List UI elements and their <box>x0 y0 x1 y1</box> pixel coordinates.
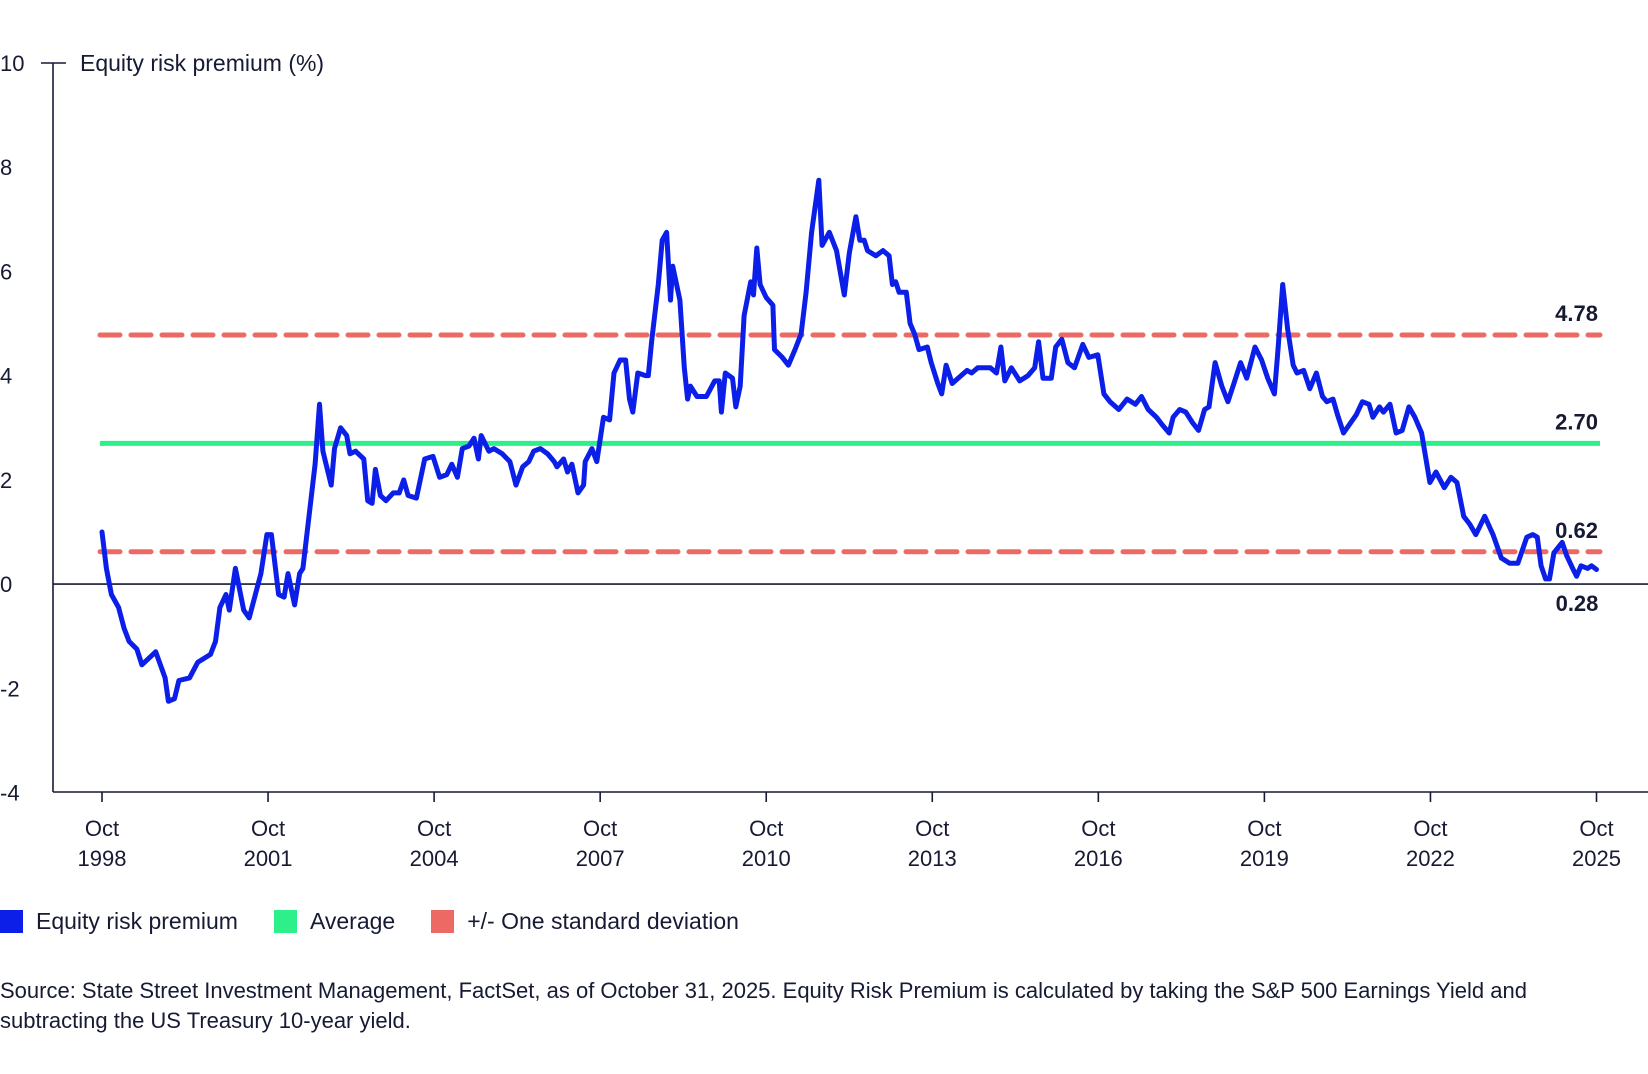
x-tick-label-month: Oct <box>85 816 119 841</box>
x-tick-label-year: 2025 <box>1572 846 1621 871</box>
x-tick-label-year: 2010 <box>742 846 791 871</box>
reference-line-label: 2.70 <box>1555 409 1598 434</box>
legend-item-average: Average <box>273 908 396 935</box>
y-tick-label: 10 <box>0 51 24 76</box>
legend-label: Equity risk premium <box>36 908 238 934</box>
x-tick-label-month: Oct <box>417 816 451 841</box>
x-tick-label-month: Oct <box>915 816 949 841</box>
x-tick-label-month: Oct <box>1413 816 1447 841</box>
y-tick-label: 8 <box>0 155 12 180</box>
legend-label: +/- One standard deviation <box>467 908 739 934</box>
x-tick-label-year: 2019 <box>1240 846 1289 871</box>
last-value-label: 0.28 <box>1556 591 1599 616</box>
x-tick-label-month: Oct <box>1081 816 1115 841</box>
series-line-equity-risk-premium <box>99 177 1599 704</box>
y-ticks: 10 8 6 4 2 0 -2 -4 <box>0 51 66 806</box>
y-axis-title: Equity risk premium (%) <box>80 50 324 76</box>
legend-swatch-standard-deviation <box>431 910 455 933</box>
x-tick-label-year: 2007 <box>576 846 625 871</box>
legend-label: Average <box>309 908 396 934</box>
x-tick-label-month: Oct <box>749 816 783 841</box>
y-tick-label: 4 <box>0 364 12 389</box>
y-tick-label: -2 <box>0 676 20 701</box>
y-tick-label: 2 <box>0 468 12 493</box>
y-tick-label: 0 <box>0 572 12 597</box>
x-tick-label-month: Oct <box>1579 816 1613 841</box>
legend: Equity risk premium Average +/- One stan… <box>0 908 775 935</box>
reference-lines: 4.78 2.70 0.62 <box>97 301 1603 555</box>
y-tick-label: -4 <box>0 781 20 806</box>
equity-risk-premium-chart: Equity risk premium (%) 10 8 6 4 2 0 -2 -4 Oct 1… <box>0 50 1648 871</box>
axes: Equity risk premium (%) <box>52 50 1648 793</box>
legend-swatch-equity-risk-premium <box>0 910 23 933</box>
reference-line-label: 4.78 <box>1555 301 1598 326</box>
x-tick-label-month: Oct <box>1247 816 1281 841</box>
x-tick-label-year: 2004 <box>410 846 459 871</box>
x-tick-label-month: Oct <box>583 816 617 841</box>
legend-item-standard-deviation: +/- One standard deviation <box>431 908 739 935</box>
x-tick-label-year: 2016 <box>1074 846 1123 871</box>
legend-item-equity-risk-premium: Equity risk premium <box>0 908 238 935</box>
reference-line-label: 0.62 <box>1555 518 1598 543</box>
x-tick-label-year: 2013 <box>908 846 957 871</box>
source-note: Source: State Street Investment Manageme… <box>0 978 1527 1033</box>
x-ticks: Oct 1998 Oct 2001 Oct 2004 Oct 2007 Oct 2010 Oct 20… <box>78 792 1621 871</box>
x-tick-label-year: 2001 <box>244 846 293 871</box>
x-tick-label-month: Oct <box>251 816 285 841</box>
y-tick-label: 6 <box>0 259 12 284</box>
x-tick-label-year: 1998 <box>78 846 127 871</box>
x-tick-label-year: 2022 <box>1406 846 1455 871</box>
legend-swatch-average <box>273 910 297 933</box>
